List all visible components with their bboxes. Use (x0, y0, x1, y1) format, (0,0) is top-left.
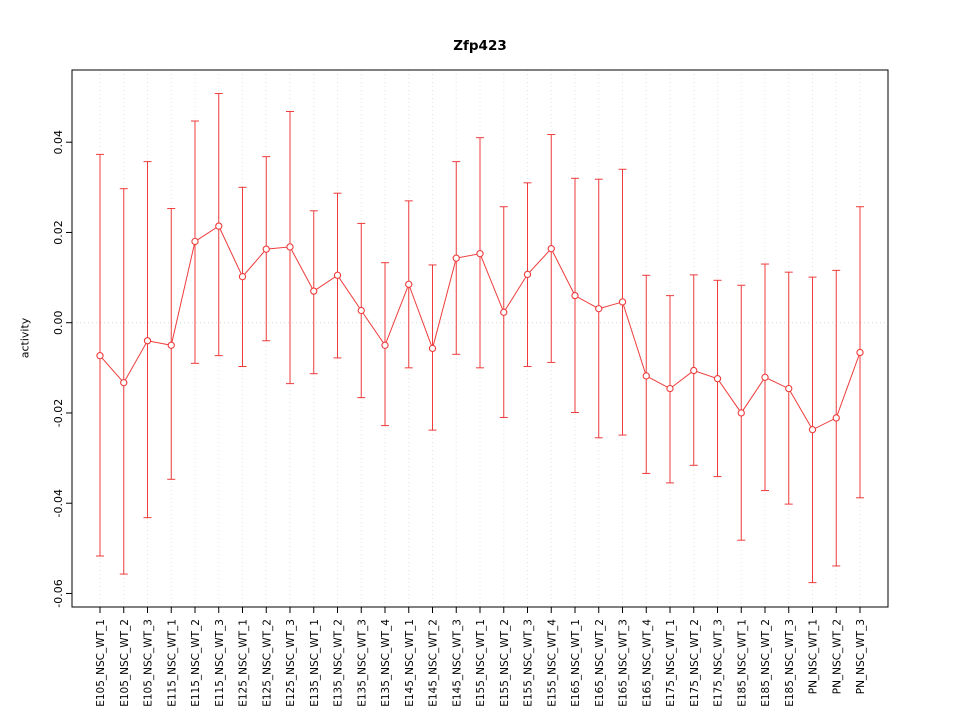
data-point (215, 222, 223, 230)
x-tick-label: E155_NSC_WT_3 (523, 619, 535, 707)
x-tick-label: E155_NSC_WT_4 (546, 619, 558, 707)
data-point (167, 341, 175, 349)
error-bars (96, 92, 864, 584)
y-tick-label: -0.06 (52, 579, 65, 607)
data-point (405, 280, 413, 288)
x-tick-label: E115_NSC_WT_3 (214, 619, 226, 707)
x-tick-label: E165_NSC_WT_2 (594, 619, 606, 707)
data-point (262, 245, 270, 253)
x-tick-label: E185_NSC_WT_1 (736, 619, 748, 707)
data-point (571, 291, 579, 300)
y-tick-label: -0.02 (52, 399, 65, 427)
x-axis: E105_NSC_WT_1 E105_NSC_WT_2 E105_NSC_WT_3 E… (95, 607, 867, 707)
x-tick-label: E115_NSC_WT_2 (190, 619, 202, 707)
data-point (357, 306, 365, 315)
data-point (500, 308, 508, 316)
x-tick-label: E145_NSC_WT_1 (404, 619, 416, 707)
data-points (96, 222, 864, 434)
data-point (713, 375, 722, 383)
data-point (120, 379, 128, 387)
data-point (286, 243, 294, 251)
y-axis: -0.06 -0.04 -0.02 0.00 0.02 0.04 (52, 130, 72, 608)
data-point (381, 341, 389, 349)
data-point (476, 250, 484, 258)
x-tick-label: PN_NSC_WT_2 (831, 619, 843, 694)
x-tick-label: E105_NSC_WT_2 (119, 619, 131, 707)
x-tick-label: E145_NSC_WT_2 (428, 619, 440, 707)
x-tick-label: E155_NSC_WT_1 (475, 619, 487, 707)
x-tick-label: E175_NSC_WT_3 (713, 619, 725, 707)
x-tick-label: E165_NSC_WT_4 (641, 619, 653, 707)
x-tick-label: E165_NSC_WT_3 (618, 619, 630, 707)
data-point (595, 305, 603, 313)
data-point (238, 273, 247, 281)
data-point (808, 426, 817, 434)
data-point (143, 337, 152, 345)
x-tick-label: E125_NSC_WT_1 (238, 619, 250, 707)
data-point (333, 271, 342, 279)
data-point (690, 366, 698, 375)
data-point (856, 348, 864, 357)
data-point (96, 351, 104, 360)
data-point (452, 254, 460, 262)
data-point (642, 372, 650, 380)
y-tick-label: 0.00 (52, 310, 65, 335)
x-tick-label: PN_NSC_WT_1 (808, 619, 820, 694)
data-point (737, 409, 745, 417)
x-tick-label: E125_NSC_WT_2 (261, 619, 273, 707)
data-point (428, 344, 437, 353)
data-point (785, 384, 793, 393)
data-point (191, 237, 199, 246)
x-tick-label: E155_NSC_WT_2 (499, 619, 511, 707)
x-tick-label: E185_NSC_WT_2 (760, 619, 772, 707)
x-tick-label: PN_NSC_WT_3 (855, 619, 867, 694)
x-tick-label: E175_NSC_WT_1 (665, 619, 677, 707)
data-point (832, 414, 840, 422)
x-tick-label: E135_NSC_WT_3 (356, 619, 368, 707)
chart-title: Zfp423 (453, 38, 507, 54)
y-tick-label: 0.04 (52, 130, 65, 155)
x-tick-label: E105_NSC_WT_3 (143, 619, 155, 707)
data-point (618, 298, 627, 306)
x-tick-label: E185_NSC_WT_3 (784, 619, 796, 707)
x-tick-label: E165_NSC_WT_1 (570, 619, 582, 707)
y-tick-label: -0.04 (52, 489, 65, 517)
x-tick-label: E135_NSC_WT_2 (333, 619, 345, 707)
data-point (310, 287, 318, 295)
x-tick-label: E145_NSC_WT_3 (451, 619, 463, 707)
x-tick-label: E175_NSC_WT_2 (689, 619, 701, 707)
x-tick-label: E135_NSC_WT_4 (380, 619, 392, 707)
x-tick-label: E135_NSC_WT_1 (309, 619, 321, 707)
data-point (523, 270, 532, 279)
x-tick-label: E105_NSC_WT_1 (95, 619, 107, 707)
x-tick-label: E115_NSC_WT_1 (166, 619, 178, 707)
y-tick-label: 0.02 (52, 220, 65, 245)
x-tick-label: E125_NSC_WT_3 (285, 619, 297, 707)
data-point (547, 245, 555, 253)
data-point (666, 384, 674, 393)
data-point (761, 373, 769, 381)
